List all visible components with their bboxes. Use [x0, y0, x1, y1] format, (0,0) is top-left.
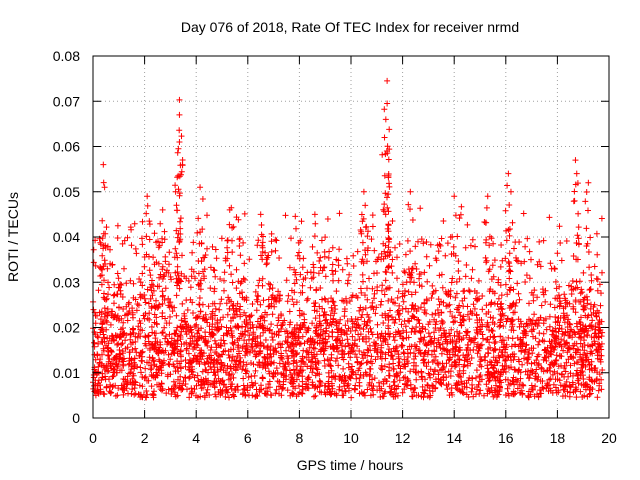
- x-tick-label: 8: [296, 430, 304, 446]
- roti-peak-point: [484, 193, 491, 200]
- roti-peak-point: [159, 206, 166, 213]
- roti-peak-point: [572, 157, 579, 164]
- roti-peak-point: [176, 138, 183, 145]
- roti-peak-point: [507, 188, 514, 195]
- x-tick-label: 20: [601, 430, 617, 446]
- y-tick-label: 0.03: [53, 274, 80, 290]
- x-tick-label: 16: [498, 430, 514, 446]
- roti-peak-point: [384, 100, 391, 107]
- roti-peak-point: [176, 96, 183, 103]
- y-tick-label: 0.08: [53, 48, 80, 64]
- roti-peak-point: [505, 170, 512, 177]
- roti-peak-point: [197, 184, 204, 191]
- roti-peak-point: [385, 172, 392, 179]
- x-axis-label: GPS time / hours: [297, 457, 404, 473]
- roti-peak-point: [362, 202, 369, 209]
- x-tick-label: 14: [446, 430, 462, 446]
- x-tick-label: 6: [244, 430, 252, 446]
- x-tick-label: 0: [89, 430, 97, 446]
- roti-peak-point: [573, 170, 580, 177]
- x-tick-label: 4: [192, 430, 200, 446]
- roti-peak-point: [381, 134, 388, 141]
- x-tick-label: 18: [550, 430, 566, 446]
- roti-peak-point: [257, 211, 264, 218]
- roti-peak-point: [407, 188, 414, 195]
- x-tick-label: 10: [343, 430, 359, 446]
- grid: [93, 56, 609, 418]
- chart-title: Day 076 of 2018, Rate Of TEC Index for r…: [181, 19, 519, 35]
- roti-peak-point: [175, 172, 182, 179]
- roti-peak-point: [382, 116, 389, 123]
- y-tick-label: 0.04: [53, 229, 80, 245]
- y-tick-label: 0.07: [53, 93, 80, 109]
- roti-peak-point: [311, 211, 318, 218]
- roti-peak-point: [101, 184, 108, 191]
- y-tick-label: 0: [72, 410, 80, 426]
- y-tick-label: 0.05: [53, 184, 80, 200]
- roti-peak-point: [451, 193, 458, 200]
- roti-peak-point: [226, 206, 233, 213]
- roti-peak-point: [144, 193, 151, 200]
- roti-peak-point: [384, 77, 391, 84]
- roti-point-cloud: [90, 106, 606, 401]
- roti-peak-point: [360, 188, 367, 195]
- y-tick-label: 0.01: [53, 365, 80, 381]
- roti-peak-point: [585, 179, 592, 186]
- axis-ticks: 0 0.01 0.02 0.03 0.04 0.05 0.06 0.07 0.08 0 2 4 6 8 10…: [53, 48, 617, 446]
- x-tick-label: 12: [395, 430, 411, 446]
- y-tick-label: 0.02: [53, 320, 80, 336]
- data-points: [90, 77, 606, 401]
- y-axis-label: ROTI / TECUs: [5, 192, 21, 282]
- roti-peak-point: [100, 161, 107, 168]
- roti-peak-point: [176, 111, 183, 118]
- y-tick-label: 0.06: [53, 139, 80, 155]
- x-tick-label: 2: [141, 430, 149, 446]
